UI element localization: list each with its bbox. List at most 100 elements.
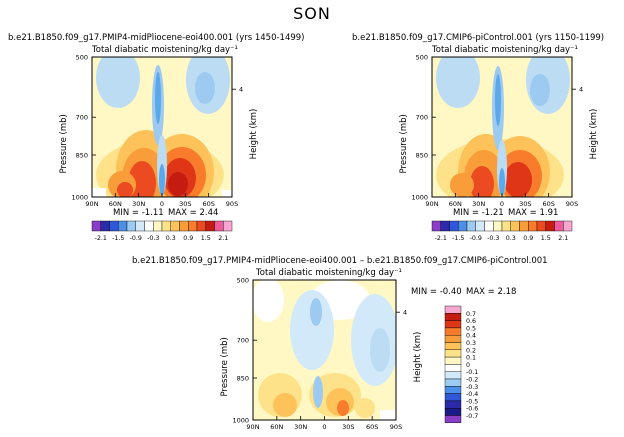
panel1-ylabel: Pressure (mb) (59, 114, 69, 173)
panel2-colorbar-cell (536, 220, 546, 232)
panel3-colorbar-label: -0.4 (466, 391, 478, 398)
panel3-colorbar-label: 0.3 (466, 340, 476, 347)
panel3-xtick-label: 90S (390, 423, 402, 431)
panel1-colorbar-cell (214, 220, 224, 232)
panel3-colorbar-cell (444, 378, 462, 387)
panel1-colorbar-cell (91, 220, 101, 232)
panel2-colorbar-cell (484, 220, 494, 232)
panel3-colorbar-cell (444, 342, 462, 351)
panel1-colorbar-label: -2.1 (95, 235, 107, 242)
panel2-xtick-label: 60N (449, 200, 462, 208)
panel2-colorbar-label: 2.1 (558, 235, 568, 242)
panel2-xtick-label: 0 (500, 200, 504, 208)
panel3-colorbar-cell (444, 313, 462, 321)
panel2-colorbar-label: 0.9 (523, 235, 533, 242)
panel2-colorbar-cell (475, 220, 485, 232)
panel3-colorbar-cell (444, 371, 462, 380)
panel2-ytick-label: 1000 (411, 194, 428, 202)
panel2-colorbar-cell (431, 220, 441, 232)
panel3-colorbar-label: -0.2 (466, 377, 478, 384)
panel3-xtick-label: 0 (322, 423, 326, 431)
panel2-ylabel: Pressure (mb) (399, 114, 409, 173)
panel1-xtick-label: 30S (179, 200, 191, 208)
panel3-field (253, 280, 396, 420)
panel1-xtick-label: 90S (226, 200, 238, 208)
panel3-xtick-label: 30S (342, 423, 354, 431)
panel3-case-title: b.e21.B1850.f09_g17.PMIP4-midPliocene-eo… (132, 256, 548, 266)
panel3-ytick-label: 500 (237, 277, 249, 285)
panel2-colorbar-cell (510, 220, 520, 232)
panel3-colorbar-cell (444, 400, 462, 409)
panel3-ytick-label: 700 (237, 337, 249, 345)
panel1-years: (yrs 1450-1499) (235, 33, 305, 43)
panel1-colorbar-label: -0.9 (130, 235, 142, 242)
panel3-colorbar-label: 0.6 (466, 318, 476, 325)
panel1-colorbar-cell (100, 220, 110, 232)
panel3-ytick-label: 850 (237, 375, 249, 383)
panel2-case-title: b.e21.B1850.f09_g17.CMIP6-piControl.001 … (352, 33, 604, 43)
panel1-ytick-label: 850 (76, 152, 88, 160)
panel3-colorbar-label: 0.1 (466, 355, 476, 362)
panel3-colorbar-cell (444, 408, 462, 416)
panel2-colorbar-cell (449, 220, 459, 232)
panel1-colorbar-label: 0.3 (166, 235, 176, 242)
panel3-chart-title: Total diabatic moistening/kg day⁻¹ (256, 268, 402, 278)
panel1-case-title: b.e21.B1850.f09_g17.PMIP4-midPliocene-eo… (8, 33, 305, 43)
panel2-ytick-label: 850 (416, 152, 428, 160)
panel2-colorbar-label: -2.1 (435, 235, 447, 242)
panel1-colorbar-cell (223, 220, 233, 232)
panel1-colorbar-label: 0.9 (183, 235, 193, 242)
panel2-colorbar-label: -1.5 (452, 235, 464, 242)
panel2-xtick-label: 30S (519, 200, 531, 208)
panel2-case-name: b.e21.B1850.f09_g17.CMIP6-piControl.001 (352, 33, 533, 43)
panel2-min-label: MIN = -1.21 (453, 208, 504, 218)
panel1-colorbar-cell (179, 220, 189, 232)
panel2-colorbar-cell (528, 220, 538, 232)
panel3-colorbar-cell (444, 393, 462, 402)
panel3-colorbar-cell (444, 305, 462, 314)
panel2-max-label: MAX = 1.91 (508, 208, 559, 218)
panel2-colorbar-cell (554, 220, 564, 232)
panel2-y2tick-label: 4 (579, 86, 583, 94)
panel2-colorbar-label: 0.3 (506, 235, 516, 242)
panel1-colorbar-cell (188, 220, 198, 232)
panel1-colorbar-cell (161, 220, 171, 232)
panel3-colorbar-cell (444, 386, 462, 394)
panel1-max-label: MAX = 2.44 (168, 208, 219, 218)
panel1-colorbar-cell (109, 220, 119, 232)
panel1-xtick-label: 60N (109, 200, 122, 208)
panel1-y2label: Height (km) (249, 109, 259, 160)
panel1-ytick-label: 500 (76, 54, 88, 62)
panel2-years: (yrs 1150-1199) (535, 33, 605, 43)
panel2-colorbar-label: 1.5 (541, 235, 551, 242)
panel3-colorbar-cell (444, 356, 462, 365)
panel2-xtick-label: 30N (472, 200, 485, 208)
panel3-xtick-label: 90N (246, 423, 259, 431)
panel2-xtick-label: 90N (425, 200, 438, 208)
panel2-colorbar-cell (519, 220, 529, 232)
panel1-chart-title: Total diabatic moistening/kg day⁻¹ (92, 45, 238, 55)
panel2-ytick-label: 500 (416, 54, 428, 62)
panel3-colorbar-cell (444, 320, 462, 329)
panel1-colorbar-cell (126, 220, 136, 232)
panel3-xtick-label: 60S (366, 423, 378, 431)
panel2-colorbar-cell (440, 220, 450, 232)
panel2-colorbar-label: -0.9 (470, 235, 482, 242)
panel2-colorbar-cell (545, 220, 555, 232)
panel3-colorbar-label: 0 (466, 362, 470, 369)
panel3-colorbar-cell (444, 364, 462, 372)
panel3-colorbar-label: 0.7 (466, 311, 476, 318)
panel3-colorbar-label: 0.5 (466, 325, 476, 332)
page-title: SON (293, 4, 331, 23)
panel2-y2label: Height (km) (589, 109, 599, 160)
panel1-colorbar-label: -0.3 (147, 235, 159, 242)
panel1-colorbar-cell (135, 220, 145, 232)
panel3-colorbar-cell (444, 349, 462, 358)
panel2-colorbar-label: -0.3 (487, 235, 499, 242)
panel1-xtick-label: 30N (132, 200, 145, 208)
panel3-colorbar-label: 0.4 (466, 333, 476, 340)
panel1-colorbar-cell (118, 220, 128, 232)
panel3-colorbar-cell (444, 335, 462, 343)
panel2-colorbar-cell (458, 220, 468, 232)
